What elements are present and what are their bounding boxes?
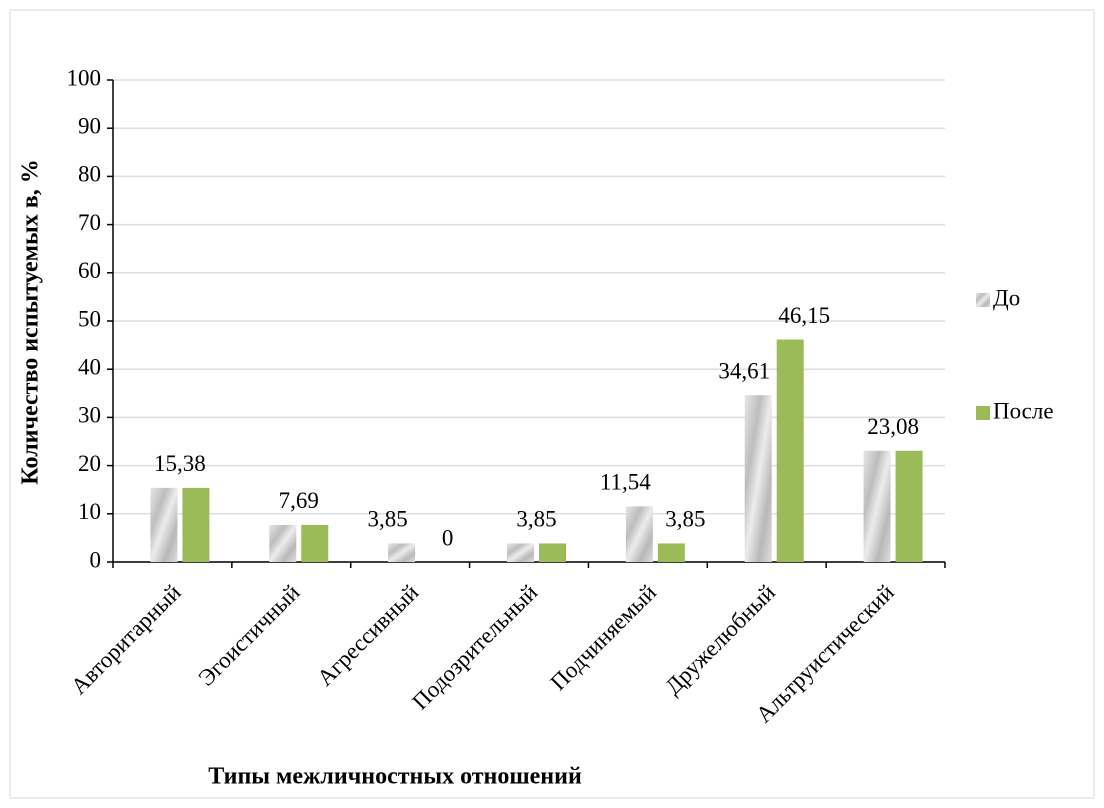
data-label: 15,38 — [154, 451, 206, 476]
y-tick-label: 50 — [78, 306, 101, 331]
bar — [539, 543, 566, 562]
data-label: 3,85 — [665, 507, 705, 532]
legend-swatch — [976, 293, 990, 307]
y-tick-label: 70 — [78, 210, 101, 235]
legend-label: После — [993, 398, 1054, 423]
bar — [182, 487, 210, 562]
bar — [895, 450, 923, 562]
bar — [863, 450, 891, 562]
y-tick-label: 30 — [78, 403, 101, 428]
y-tick-label: 60 — [78, 258, 101, 283]
y-tick-label: 90 — [78, 113, 101, 138]
bar — [388, 543, 416, 562]
data-label: 3,85 — [368, 507, 408, 532]
y-axis-title: Количество испытуемых в, % — [18, 159, 44, 484]
y-tick-label: 20 — [78, 451, 101, 476]
chart-border — [9, 9, 1095, 799]
y-tick-label: 80 — [78, 162, 101, 187]
data-label: 34,61 — [718, 358, 770, 383]
data-label: 7,69 — [279, 488, 319, 513]
y-tick-label: 10 — [78, 499, 101, 524]
bar — [150, 487, 178, 562]
data-label: 23,08 — [867, 414, 919, 439]
data-label: 46,15 — [778, 303, 830, 328]
data-label: 3,85 — [516, 507, 556, 532]
y-tick-label: 100 — [67, 65, 102, 90]
data-label: 11,54 — [600, 470, 651, 495]
bar — [507, 543, 534, 562]
bar — [657, 543, 685, 562]
data-label: 0 — [442, 525, 454, 550]
bar — [625, 506, 653, 562]
y-tick-label: 40 — [78, 354, 101, 379]
legend-swatch — [976, 406, 990, 420]
bar — [776, 339, 804, 562]
bar — [269, 524, 297, 562]
y-tick-label: 0 — [90, 547, 102, 572]
legend-label: До — [993, 285, 1020, 310]
x-axis-title: Типы межличностных отношений — [208, 764, 582, 790]
bar — [744, 395, 772, 562]
bar — [301, 524, 329, 562]
